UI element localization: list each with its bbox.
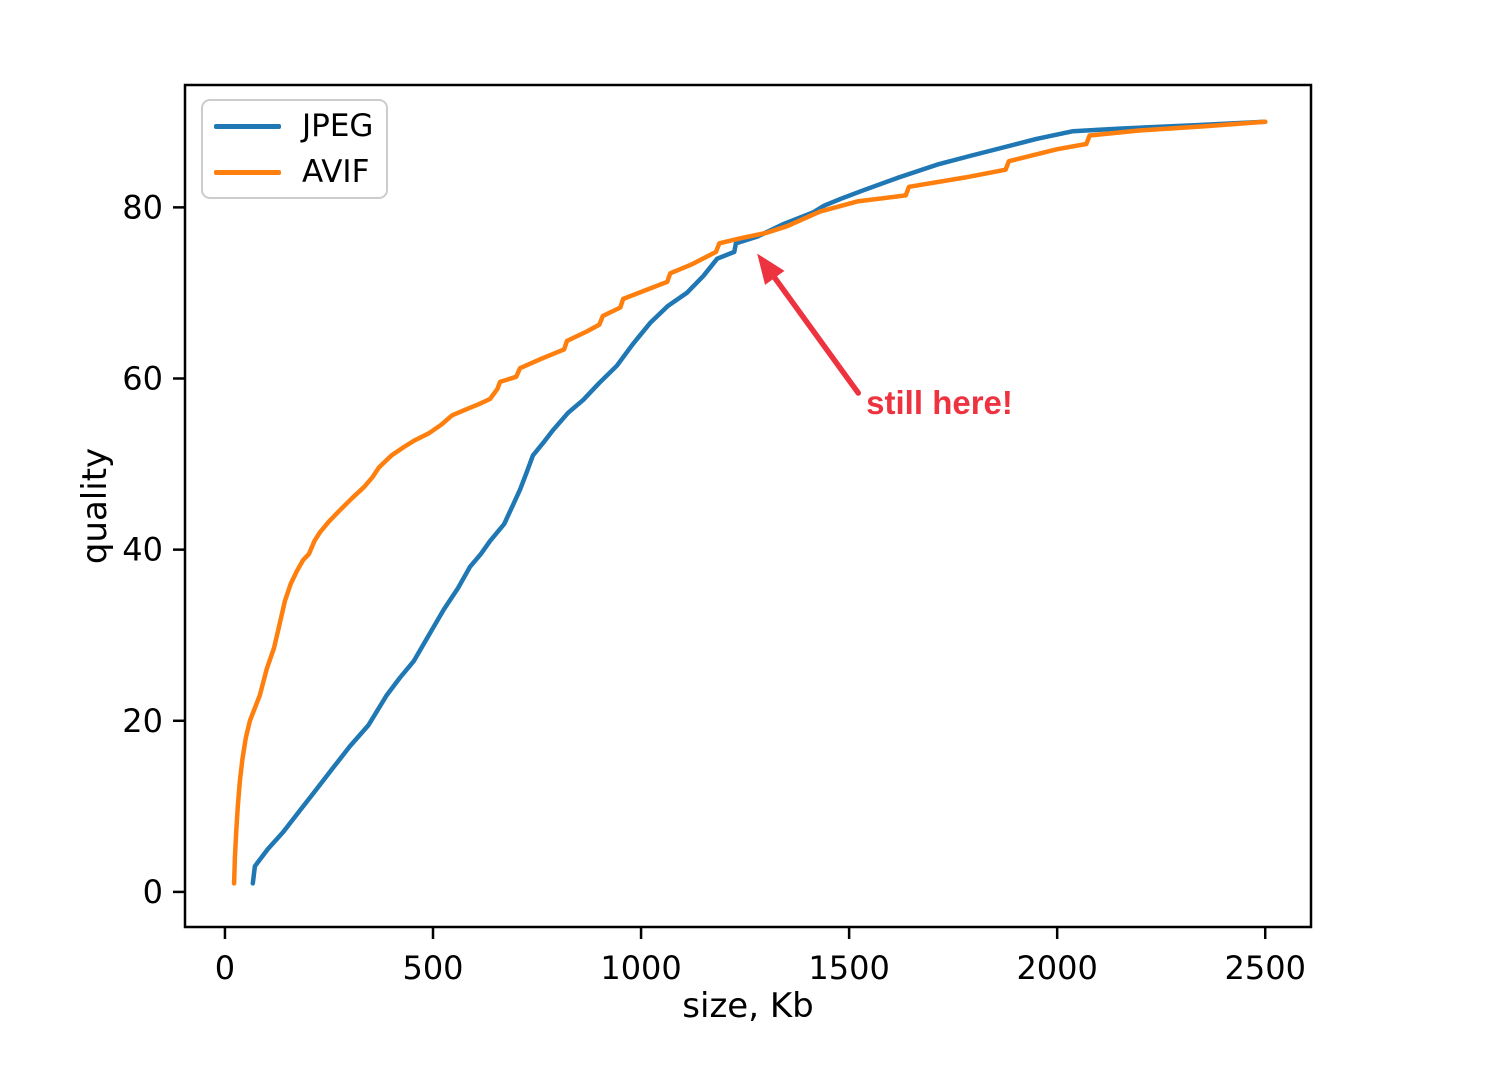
legend-item-jpeg: JPEG	[214, 105, 386, 147]
y-tick-label-0: 0	[143, 873, 163, 911]
x-tick-label-500: 500	[402, 949, 463, 987]
plot-frame	[183, 83, 1313, 929]
y-tick-label-40: 40	[122, 531, 163, 569]
annotation-arrow-head	[757, 253, 785, 285]
legend-label-avif: AVIF	[302, 153, 370, 190]
legend: JPEG AVIF	[201, 99, 388, 199]
annotation-arrow-line	[768, 270, 862, 396]
y-tick-label-80: 80	[122, 188, 163, 226]
avif-curve	[231, 119, 1268, 886]
x-tick-label-0: 0	[215, 949, 235, 987]
avif-line-swatch	[214, 169, 281, 175]
x-tick-label-2000: 2000	[1016, 949, 1097, 987]
annotation-text: still here!	[866, 384, 1013, 422]
x-tick-label-1000: 1000	[600, 949, 681, 987]
jpeg-curve	[250, 119, 1268, 886]
legend-label-jpeg: JPEG	[302, 107, 374, 144]
x-tick-label-2500: 2500	[1225, 949, 1306, 987]
y-tick-label-60: 60	[122, 360, 163, 398]
x-axis-label: size, Kb	[682, 986, 814, 1026]
y-axis-label: quality	[75, 447, 115, 565]
y-tick-label-20: 20	[122, 702, 163, 740]
jpeg-line-swatch	[214, 123, 281, 129]
legend-item-avif: AVIF	[214, 151, 386, 193]
x-tick-label-1500: 1500	[808, 949, 889, 987]
